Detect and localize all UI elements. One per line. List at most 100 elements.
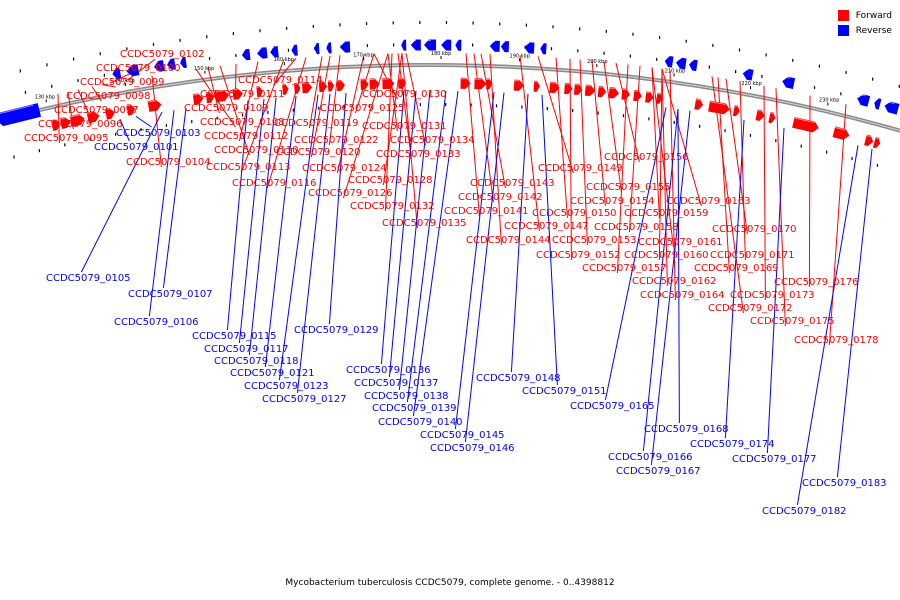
guide-dot (115, 132, 117, 136)
guide-dot (826, 150, 828, 154)
gene-label: CCDC5079_0129 (294, 325, 379, 336)
label-leader-line (669, 69, 676, 301)
reverse-gene-block-shape (489, 40, 500, 52)
gene-label: CCDC5079_0143 (470, 178, 555, 189)
reverse-gene-block-shape (455, 39, 462, 51)
label-leader-line (454, 92, 495, 430)
forward-gene-block-shape (549, 81, 560, 94)
guide-dot (292, 108, 294, 112)
forward-gene-block-shape (59, 117, 71, 129)
guide-dot (761, 75, 763, 79)
gene-label: CCDC5079_0154 (570, 196, 655, 207)
guide-dot (19, 69, 21, 73)
forward-gene-block (608, 87, 620, 99)
forward-gene-block (792, 116, 819, 133)
forward-gene-block-shape (50, 119, 60, 131)
guide-dot (656, 57, 658, 61)
label-leader-line (763, 85, 766, 301)
gene-label: CCDC5079_0175 (750, 316, 835, 327)
reverse-feature-edge (0, 103, 42, 127)
forward-gene-block-shape (694, 98, 704, 110)
scale-tick-label: 130 kbp (35, 94, 55, 100)
gene-label: CCDC5079_0131 (362, 121, 447, 132)
label-leader-line (775, 88, 786, 327)
gene-label: CCDC5079_0098 (66, 91, 151, 102)
forward-gene-block (336, 79, 345, 92)
forward-gene-block-shape (655, 92, 663, 105)
genome-backbone-highlight (0, 64, 900, 132)
forward-gene-block-shape (533, 80, 540, 92)
forward-gene-block (327, 80, 335, 92)
forward-gene-block-shape (104, 107, 115, 120)
forward-gene-block-shine (86, 111, 94, 114)
label-leader-line (510, 93, 529, 373)
forward-gene-block-shine (192, 93, 198, 96)
scale-tick-label: 140 kbp (114, 78, 134, 84)
forward-gene-block-shape (755, 109, 765, 121)
gene-label: CCDC5079_0138 (364, 391, 449, 402)
reverse-gene-block-shape (540, 43, 547, 55)
gene-label: CCDC5079_0135 (382, 218, 467, 229)
label-leader-line (651, 67, 660, 219)
guide-dot (708, 65, 710, 69)
reverse-gene-block (540, 43, 547, 55)
forward-gene-block (474, 78, 487, 90)
forward-gene-block (205, 91, 215, 104)
forward-gene-block-shine (695, 98, 700, 101)
reverse-gene-block (689, 59, 698, 72)
forward-gene-block (573, 83, 583, 95)
forward-gene-block-shape (715, 101, 730, 115)
guide-dot (813, 86, 816, 90)
forward-gene-block-shape (256, 86, 263, 98)
forward-gene-block-shape (214, 90, 230, 103)
genome-caption: Mycobacterium tuberculosis CCDC5079, com… (285, 578, 615, 588)
label-leader-line (342, 53, 389, 199)
gene-label: CCDC5079_0153 (552, 235, 637, 246)
forward-gene-block-shape (633, 89, 642, 102)
gene-label: CCDC5079_0152 (536, 250, 621, 261)
guide-dot (165, 123, 167, 127)
reverse-gene-block-shape (524, 42, 535, 54)
gene-label: CCDC5079_0100 (96, 63, 181, 74)
gene-label: CCDC5079_0164 (640, 290, 725, 301)
label-leader-line (248, 97, 277, 356)
label-leader-line (828, 104, 847, 346)
label-leader-line (308, 56, 323, 129)
guide-dot (495, 104, 498, 108)
reverse-gene-block-shine (858, 93, 866, 97)
label-leader-line (603, 61, 622, 193)
legend-forward-label: Forward (855, 10, 892, 21)
reverse-gene-block-shape (424, 39, 436, 51)
reverse-gene-block-shape (401, 39, 407, 51)
forward-gene-block (382, 77, 395, 90)
forward-gene-block (232, 88, 244, 100)
gene-label: CCDC5079_0167 (616, 466, 701, 477)
forward-gene-block (533, 80, 540, 92)
forward-gene-block-shape (301, 81, 313, 94)
forward-gene-block (69, 114, 85, 127)
reverse-gene-block-shape (314, 43, 320, 55)
forward-gene-block (513, 79, 525, 91)
guide-dot (140, 128, 142, 132)
guide-dot (471, 43, 474, 47)
reverse-gene-block-shape (180, 56, 187, 69)
forward-gene-block-shape (768, 111, 776, 124)
label-leader-line (328, 93, 347, 325)
gene-label: CCDC5079_0176 (774, 277, 859, 288)
reverse-gene-block-shape (291, 44, 298, 56)
reverse-gene-block-shape (153, 60, 165, 72)
guide-dot (365, 22, 368, 26)
reverse-gene-block (269, 46, 279, 58)
guide-dot (818, 64, 821, 68)
gene-labels: CCDC5079_0095 CCDC5079_0096 CCDC5079_0097 C… (24, 49, 887, 517)
forward-gene-block-shine (646, 91, 651, 94)
gene-label: CCDC5079_0151 (522, 386, 607, 397)
gene-label: CCDC5079_0132 (350, 201, 435, 212)
forward-gene-block (360, 78, 369, 90)
reverse-gene-block (410, 39, 421, 51)
guide-dot (77, 79, 79, 83)
reverse-gene-block-shape (241, 48, 251, 61)
label-leader-line (724, 119, 745, 439)
guide-dot (46, 63, 48, 67)
reverse-gene-block-shape (340, 41, 351, 53)
